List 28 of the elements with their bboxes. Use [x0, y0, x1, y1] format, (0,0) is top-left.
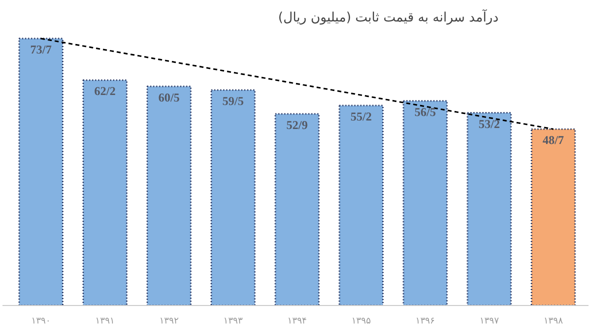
data-label: 53/2	[478, 116, 500, 131]
data-label: 62/2	[94, 84, 116, 98]
bar	[82, 79, 128, 306]
x-tick-label: ۱۳۹۴	[287, 316, 307, 326]
x-tick-label: ۱۳۹۷	[480, 316, 500, 326]
bar	[210, 89, 256, 306]
data-label: 73/7	[30, 42, 52, 57]
data-label: 48/7	[542, 133, 564, 148]
x-tick-label: ۱۳۹۵	[351, 316, 371, 326]
bar	[402, 100, 448, 306]
x-tick-label: ۱۳۹۲	[159, 316, 179, 326]
data-label: 52/9	[286, 118, 308, 132]
data-label: 59/5	[222, 94, 244, 108]
data-label: 56/5	[414, 104, 436, 119]
x-tick-label: ۱۳۹۶	[416, 316, 436, 326]
bar	[466, 112, 512, 306]
bar	[18, 38, 64, 306]
bar	[530, 128, 576, 306]
bar	[274, 113, 320, 306]
data-label: 60/5	[158, 90, 180, 104]
x-tick-label: ۱۳۹۸	[544, 316, 564, 326]
x-tick-label: ۱۳۹۳	[223, 316, 243, 326]
x-tick-label: ۱۳۹۰	[31, 316, 51, 326]
x-tick-label: ۱۳۹۱	[95, 316, 115, 326]
bar	[338, 104, 384, 306]
data-label: 55/2	[350, 110, 372, 124]
chart-title: درآمد سرانه به قیمت ثابت (میلیون ریال)	[278, 8, 499, 26]
bar	[146, 86, 192, 306]
